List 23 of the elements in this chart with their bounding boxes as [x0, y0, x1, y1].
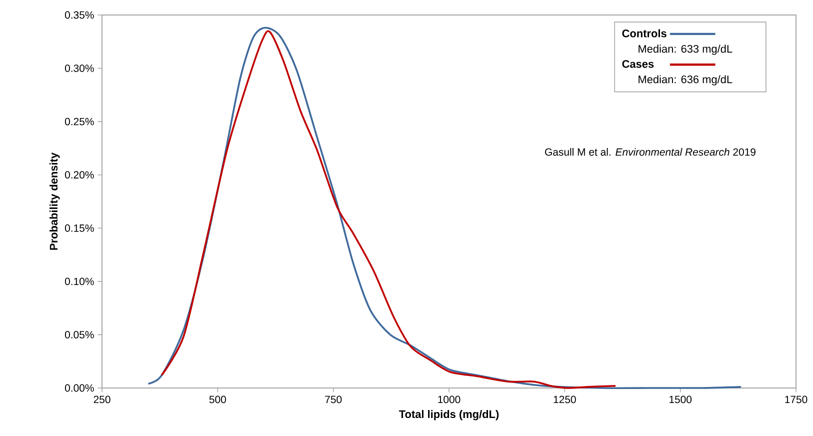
y-tick-label: 0.20% — [64, 171, 94, 179]
y-tick-label: 0.35% — [64, 11, 94, 19]
x-axis-title: Total lipids (mg/dL) — [399, 410, 499, 420]
x-tick-label: 1000 — [438, 396, 460, 404]
x-tick-label: 1750 — [785, 396, 808, 404]
x-tick-label: 1500 — [670, 396, 692, 404]
legend-label: Cases — [622, 60, 654, 68]
y-axis-title: Probability density — [50, 152, 60, 250]
x-tick-label: 1250 — [554, 396, 576, 404]
y-tick-label: 0.30% — [64, 64, 94, 72]
y-tick-label: 0.15% — [64, 224, 94, 232]
y-tick-label: 0.00% — [64, 384, 94, 392]
annotation: Median: 633 mg/dL — [638, 44, 732, 55]
y-tick-label: 0.25% — [64, 118, 94, 126]
y-tick-label: 0.10% — [64, 278, 94, 286]
legend-label: Controls — [622, 29, 666, 38]
y-tick-label: 0.05% — [64, 331, 94, 338]
annotation: Gasull M et al. Environmental Research 2019 — [545, 148, 756, 156]
x-tick-label: 250 — [94, 396, 110, 404]
annotation: Median: 636 mg/dL — [638, 75, 732, 86]
x-tick-label: 500 — [209, 396, 226, 404]
x-tick-label: 750 — [325, 396, 342, 404]
line-series — [160, 31, 616, 389]
